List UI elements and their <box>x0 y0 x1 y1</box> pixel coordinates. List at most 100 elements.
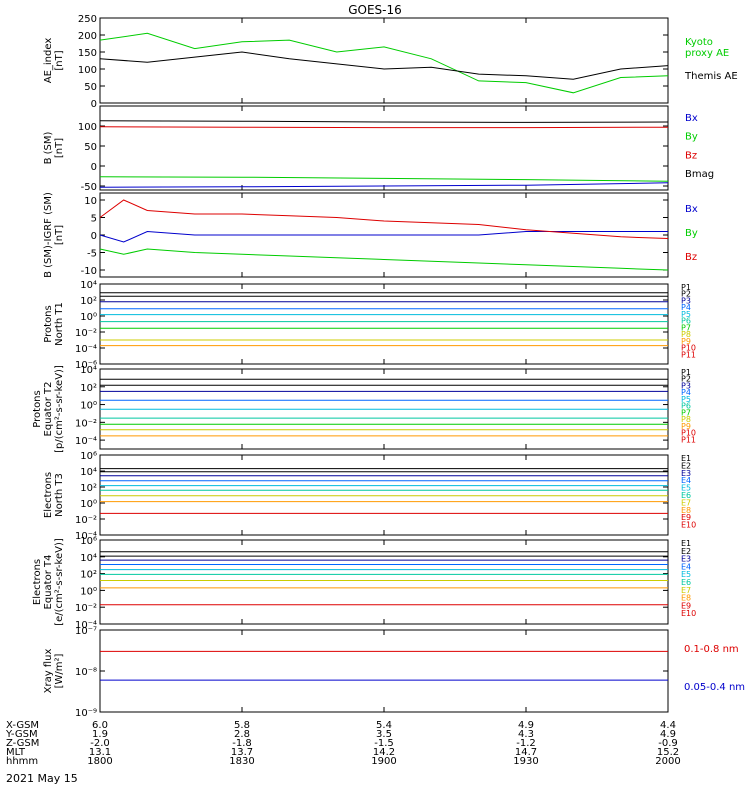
legend-e4: E4 <box>681 562 691 571</box>
y-axis-label-line: Electrons <box>43 472 54 518</box>
y-tick-label: 10⁻⁷ <box>75 626 97 637</box>
legend-line: P2 <box>681 375 691 384</box>
y-tick-label: 10⁰ <box>80 499 97 510</box>
legend-line: P11 <box>681 435 696 444</box>
legend-p8: P8 <box>681 330 691 339</box>
y-tick-label: -50 <box>81 182 97 193</box>
legend-line: E9 <box>681 601 691 610</box>
legend-line: Bx <box>685 204 698 215</box>
legend-e7: E7 <box>681 498 691 507</box>
panel-2: -50 0 50 100 B (SM)[nT] Bx By Bz Bmag <box>43 105 714 193</box>
legend-e10: E10 <box>681 521 696 530</box>
legend-e2: E2 <box>681 461 691 470</box>
legend-p3: P3 <box>681 296 691 305</box>
y-tick-label: -5 <box>87 249 97 260</box>
legend-p2: P2 <box>681 290 691 299</box>
legend-bz: Bz <box>685 252 697 263</box>
legend-e8: E8 <box>681 506 691 515</box>
y-tick-label: 0 <box>91 231 97 242</box>
legend-line: P4 <box>681 303 691 312</box>
ephemeris-value: 5.8 <box>234 720 250 731</box>
legend-by: By <box>685 228 698 239</box>
legend-e5: E5 <box>681 570 691 579</box>
panel-3: -10 -5 0 5 10 B (SM)-IGRF (SM)[nT] Bx By Bz <box>43 192 698 278</box>
ephemeris-value: 14.2 <box>373 747 395 758</box>
legend-line: P1 <box>681 368 691 377</box>
y-axis-label: ProtonsNorth T1 <box>43 302 65 346</box>
legend-p4: P4 <box>681 303 691 312</box>
y-axis-label-line: [p/(cm²-s-sr-keV)] <box>54 365 65 453</box>
legend-e1: E1 <box>681 454 691 463</box>
figure-title: GOES-16 <box>348 3 402 17</box>
legend-p8: P8 <box>681 415 691 424</box>
ephemeris-value: 2000 <box>655 756 680 767</box>
legend-line: Bz <box>685 150 697 161</box>
legend-line: E7 <box>681 586 691 595</box>
legend-e4: E4 <box>681 476 691 485</box>
y-tick-label: 200 <box>78 31 97 42</box>
y-tick-label: 0 <box>91 99 97 110</box>
y-axis-label: Xray flux[W/m²] <box>43 649 65 694</box>
y-tick-label: 10⁴ <box>80 365 97 376</box>
ephemeris-value: 13.7 <box>231 747 253 758</box>
y-tick-label: 10⁻⁹ <box>75 708 97 719</box>
y-axis-label: ElectronsEquator T4[e/(cm²-s-sr-keV)] <box>32 538 65 626</box>
legend-bmag: Bmag <box>685 169 714 180</box>
legend-p4: P4 <box>681 388 691 397</box>
legend-line: P9 <box>681 422 691 431</box>
y-axis-label: ProtonsEquator T2[p/(cm²-s-sr-keV)] <box>32 365 65 453</box>
y-tick-label: 50 <box>84 142 97 153</box>
legend-line: E4 <box>681 476 691 485</box>
y-tick-label: 100 <box>78 122 97 133</box>
series-line <box>99 51 669 80</box>
legend-p2: P2 <box>681 375 691 384</box>
legend-e6: E6 <box>681 491 691 500</box>
y-tick-label: 10⁶ <box>80 451 97 462</box>
y-axis-label: ElectronsNorth T3 <box>43 472 65 518</box>
legend-line: E7 <box>681 498 691 507</box>
legend-e9: E9 <box>681 601 691 610</box>
y-tick-label: 10² <box>80 570 97 581</box>
y-tick-label: 10² <box>80 483 97 494</box>
series-line <box>99 182 669 188</box>
legend-p9: P9 <box>681 337 691 346</box>
series-line <box>99 248 669 271</box>
y-tick-label: 10⁰ <box>80 586 97 597</box>
legend-p5: P5 <box>681 310 691 319</box>
legend-line: E6 <box>681 491 691 500</box>
legend-e10: E10 <box>681 609 696 618</box>
legend-p5: P5 <box>681 395 691 404</box>
legend-line: P9 <box>681 337 691 346</box>
legend-bx: Bx <box>685 204 698 215</box>
y-axis-label-line: B (SM) <box>43 131 54 164</box>
y-tick-label: 10⁻⁴ <box>75 531 97 542</box>
legend-line: P10 <box>681 429 696 438</box>
y-tick-label: 0 <box>91 162 97 173</box>
legend-line: 0.05-0.4 nm <box>684 682 745 693</box>
series-line <box>99 176 669 182</box>
y-axis-label: B (SM)-IGRF (SM)[nT] <box>43 192 65 278</box>
ephemeris-value: 3.5 <box>376 729 392 740</box>
legend-line: P7 <box>681 408 691 417</box>
legend-line: E10 <box>681 609 696 618</box>
legend-line: P6 <box>681 317 691 326</box>
y-axis-label-line: [e/(cm²-s-sr-keV)] <box>54 538 65 626</box>
legend-line: E5 <box>681 570 691 579</box>
legend-line: E3 <box>681 555 691 564</box>
ephemeris-value: -0.9 <box>658 738 678 749</box>
legend-line: E2 <box>681 547 691 556</box>
ephemeris-value: 1900 <box>371 756 396 767</box>
series-line <box>99 32 669 94</box>
ephemeris-value: 4.4 <box>660 720 676 731</box>
legend-p9: P9 <box>681 422 691 431</box>
legend-line: P4 <box>681 388 691 397</box>
ephemeris-value: 15.2 <box>657 747 679 758</box>
legend-0.1-0.8-nm: 0.1-0.8 nm <box>684 644 739 655</box>
ephemeris-value: -1.5 <box>374 738 394 749</box>
legend-e1: E1 <box>681 539 691 548</box>
legend-by: By <box>685 132 698 143</box>
y-tick-label: 10⁻⁸ <box>75 667 97 678</box>
panel-frame <box>99 454 669 536</box>
